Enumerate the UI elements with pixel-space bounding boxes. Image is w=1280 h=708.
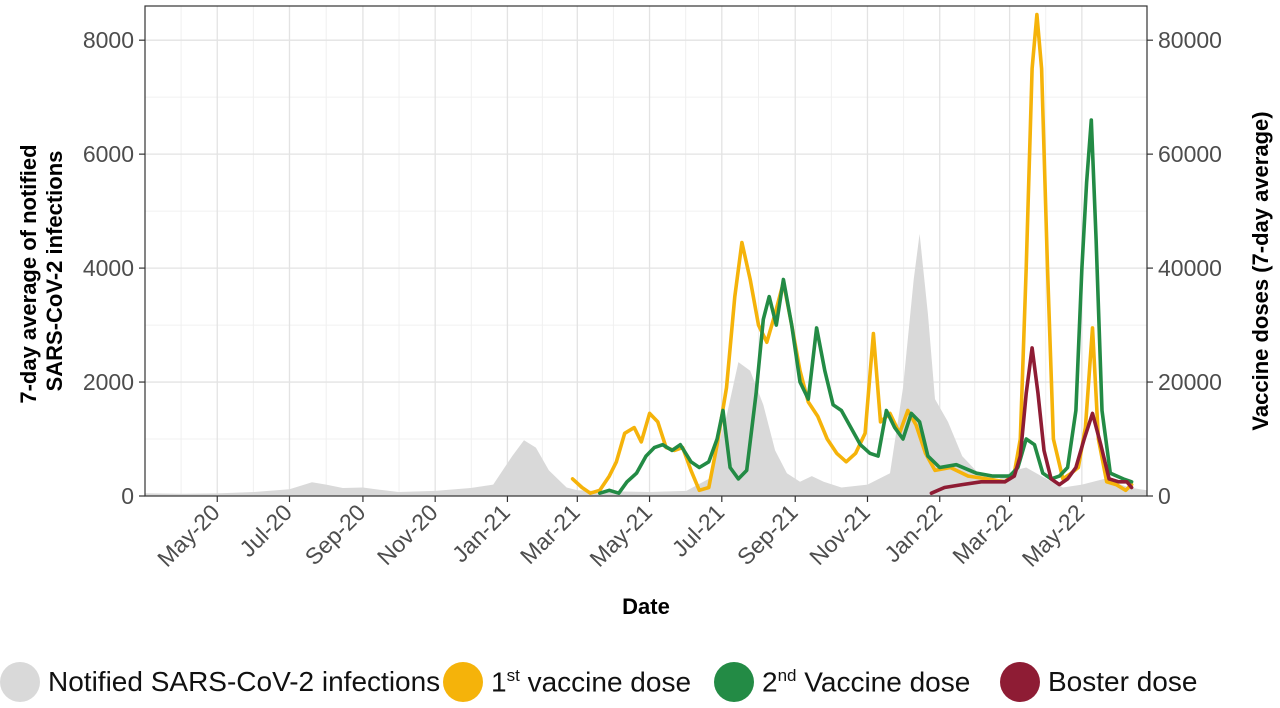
y-right-tick-label: 60000 [1158, 141, 1222, 167]
y-left-tick-label: 0 [121, 483, 134, 509]
x-tick-label: Sep-20 [300, 499, 371, 570]
y-right-tick-label: 20000 [1158, 369, 1222, 395]
y-axis-left-title-line-2: SARS-CoV-2 infections [42, 151, 67, 392]
x-tick-label: Mar-22 [947, 499, 1017, 569]
legend-item-second-dose: 2nd Vaccine dose [714, 656, 970, 708]
x-tick-label: Jan-21 [447, 499, 515, 567]
y-axis-left-title-line-1: 7-day average of notified [16, 144, 41, 403]
legend: Notified SARS-CoV-2 infections 1st vacci… [0, 656, 1280, 708]
x-tick-label: Jul-21 [667, 499, 730, 562]
y-left-tick-label: 2000 [83, 369, 134, 395]
legend-swatch-first-dose [443, 662, 483, 702]
legend-item-infections: Notified SARS-CoV-2 infections [0, 656, 440, 708]
y-right-tick-label: 80000 [1158, 27, 1222, 53]
plot-panel-border [144, 5, 1148, 497]
chart: 02000400060008000020000400006000080000Ma… [16, 5, 1273, 619]
series-line-1st-vaccine-dose [570, 12, 1134, 495]
y-left-tick-label: 6000 [83, 141, 134, 167]
y-left-tick-label: 4000 [83, 255, 134, 281]
y-axis-right-title: Vaccine doses (7-day average) [1248, 111, 1273, 430]
y-left-tick-label: 8000 [83, 27, 134, 53]
x-axis-title: Date [622, 594, 670, 619]
x-tick-label: Nov-20 [372, 499, 443, 570]
vaccine-lines-layer [570, 12, 1134, 495]
legend-swatch-second-dose [714, 662, 754, 702]
legend-label-infections: Notified SARS-CoV-2 infections [48, 666, 441, 697]
x-tick-label: May-20 [152, 499, 225, 572]
x-tick-label: Mar-21 [515, 499, 585, 569]
y-right-tick-label: 0 [1158, 483, 1171, 509]
x-tick-label: May-21 [584, 499, 657, 572]
x-tick-label: May-22 [1017, 499, 1090, 572]
legend-item-booster-dose: Boster dose [1000, 656, 1197, 708]
legend-swatch-booster-dose [1000, 662, 1040, 702]
legend-label-first-dose: 1st vaccine dose [491, 665, 692, 698]
y-axis-left-title: 7-day average of notified SARS-CoV-2 inf… [16, 138, 67, 403]
x-tick-label: Jan-22 [879, 499, 947, 567]
x-tick-label: Jul-20 [234, 499, 297, 562]
legend-label-second-dose: 2nd Vaccine dose [762, 665, 971, 698]
legend-swatch-infections [0, 662, 40, 702]
y-right-tick-label: 40000 [1158, 255, 1222, 281]
legend-label-booster-dose: Boster dose [1048, 666, 1198, 697]
x-tick-label: Sep-21 [732, 499, 803, 570]
x-tick-label: Nov-21 [804, 499, 875, 570]
series-line-2nd-vaccine-dose [598, 118, 1134, 495]
series-line-boster-dose [929, 346, 1134, 495]
legend-item-first-dose: 1st vaccine dose [443, 656, 691, 708]
